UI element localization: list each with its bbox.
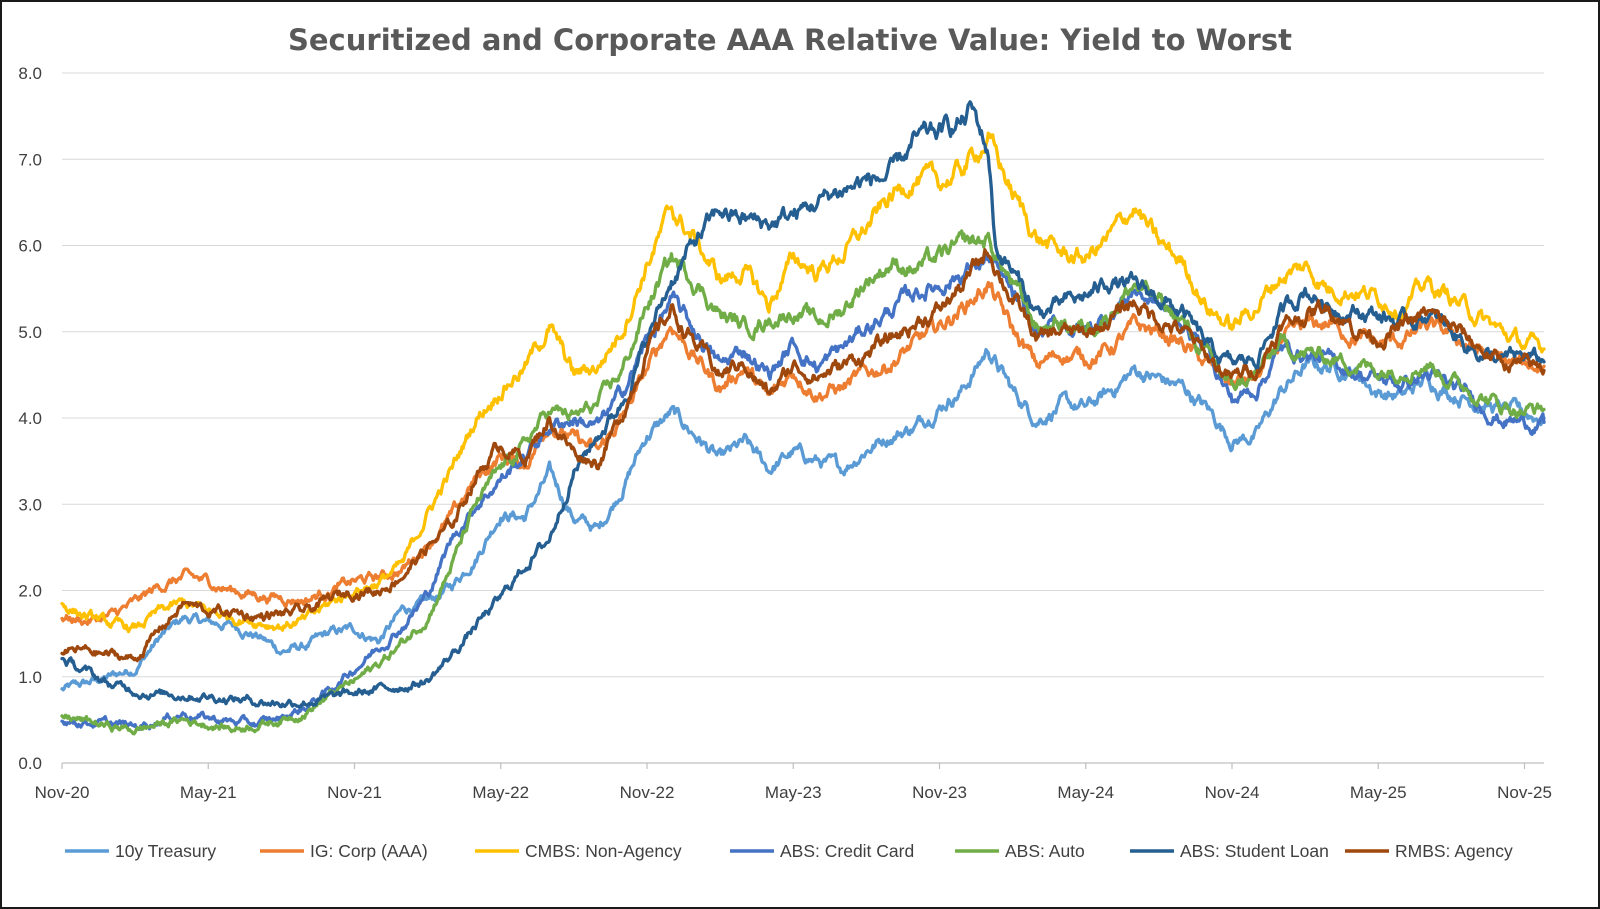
legend-item: CMBS: Non-Agency <box>475 841 682 861</box>
legend-item: ABS: Credit Card <box>730 841 914 861</box>
y-tick-label: 7.0 <box>18 150 42 169</box>
legend-label: RMBS: Agency <box>1395 841 1513 861</box>
chart-title: Securitized and Corporate AAA Relative V… <box>288 23 1292 57</box>
legend-item: ABS: Auto <box>955 841 1085 861</box>
series-lines <box>60 100 1546 736</box>
legend-item: IG: Corp (AAA) <box>260 841 428 861</box>
series-line <box>60 347 1546 692</box>
x-tick-label: Nov-23 <box>912 783 967 802</box>
series-line <box>60 229 1546 736</box>
series-line <box>60 280 1546 626</box>
legend-label: ABS: Credit Card <box>780 841 914 861</box>
x-tick-label: Nov-20 <box>35 783 90 802</box>
series-line <box>60 248 1546 663</box>
y-tick-label: 0.0 <box>18 754 42 773</box>
legend: 10y Treasury IG: Corp (AAA) CMBS: Non-Agen… <box>65 841 1513 861</box>
x-tick-label: Nov-22 <box>620 783 675 802</box>
x-tick-label: Nov-21 <box>327 783 382 802</box>
legend-label: ABS: Student Loan <box>1180 841 1329 861</box>
x-tick-label: May-25 <box>1350 783 1407 802</box>
y-tick-label: 1.0 <box>18 668 42 687</box>
y-tick-label: 3.0 <box>18 495 42 514</box>
gridlines <box>62 72 1544 678</box>
series-line <box>60 100 1546 709</box>
x-axis: Nov-20 May-21 Nov-21 May-22 Nov-22 May-23 Nov-… <box>35 762 1552 802</box>
y-tick-label: 6.0 <box>18 237 42 256</box>
y-tick-label: 5.0 <box>18 323 42 342</box>
legend-item: RMBS: Agency <box>1345 841 1513 861</box>
x-tick-label: May-23 <box>765 783 822 802</box>
x-tick-label: May-22 <box>472 783 529 802</box>
legend-label: IG: Corp (AAA) <box>310 841 428 861</box>
legend-item: ABS: Student Loan <box>1130 841 1329 861</box>
y-axis-ticks: 0.0 1.0 2.0 3.0 4.0 5.0 6.0 7.0 8.0 <box>18 64 42 773</box>
legend-label: CMBS: Non-Agency <box>525 841 682 861</box>
y-tick-label: 2.0 <box>18 582 42 601</box>
y-tick-label: 4.0 <box>18 409 42 428</box>
x-tick-label: Nov-24 <box>1205 783 1260 802</box>
legend-item: 10y Treasury <box>65 841 216 861</box>
y-tick-label: 8.0 <box>18 64 42 83</box>
legend-label: ABS: Auto <box>1005 841 1085 861</box>
x-tick-label: Nov-25 <box>1497 783 1552 802</box>
x-tick-label: May-24 <box>1057 783 1114 802</box>
x-tick-label: May-21 <box>180 783 237 802</box>
legend-label: 10y Treasury <box>115 841 216 861</box>
